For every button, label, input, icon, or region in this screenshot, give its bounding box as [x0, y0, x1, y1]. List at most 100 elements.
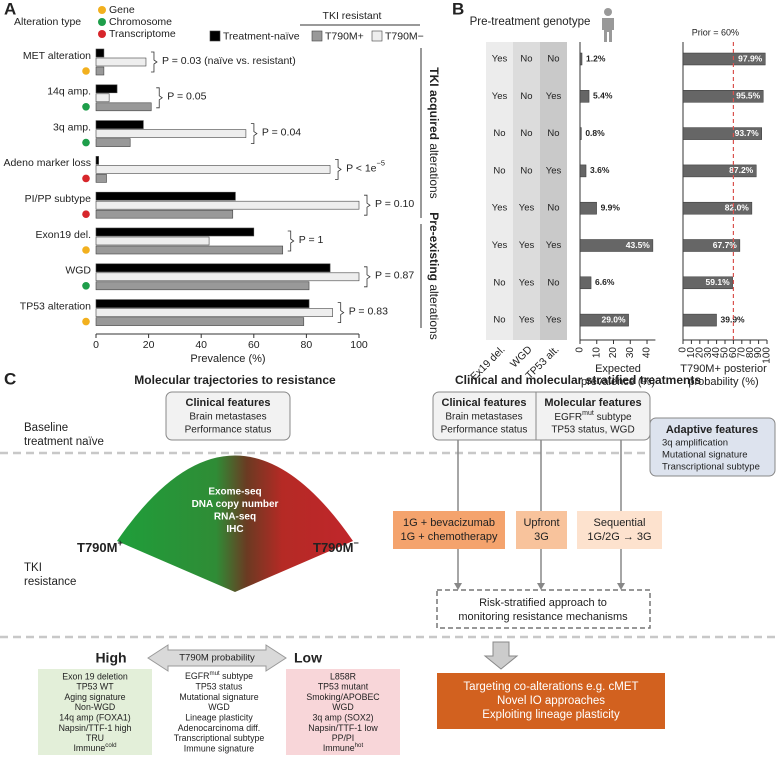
x-tick-label: 70 — [736, 347, 747, 359]
risk-box — [436, 589, 651, 629]
legend-title: Alteration type — [14, 16, 81, 28]
category-label: Exon19 del. — [36, 229, 91, 241]
feature-item: Smoking/APOBEC — [306, 692, 380, 702]
text-part: Immune — [323, 743, 355, 753]
box-item: Transcriptional subtype — [662, 462, 760, 473]
treatment-label: Sequential — [594, 517, 646, 529]
x-axis-label: T790M+ posterior probability (%) — [680, 363, 767, 388]
text-part: TKI acquired — [427, 67, 441, 140]
bar — [95, 299, 310, 308]
legend-label: Transcriptome — [109, 28, 176, 40]
feature-item: WGD — [332, 702, 354, 712]
bar — [95, 165, 331, 174]
x-tick-label: 90 — [753, 347, 764, 359]
text-part: Immune — [73, 743, 105, 753]
p-value: P = 0.10 — [375, 198, 414, 210]
feature-item: Adenocarcinoma diff. — [178, 723, 260, 733]
feature-box — [165, 391, 291, 441]
outcome-box — [437, 673, 665, 729]
value-label: 1.2% — [586, 53, 606, 63]
x-tick-label: 80 — [301, 339, 313, 351]
x-tick-label: 60 — [248, 339, 260, 351]
feature-item: Immunecold — [73, 742, 117, 753]
table-cell: Yes — [492, 240, 508, 251]
feature-item: TP53 mutant — [318, 682, 369, 692]
text-part: mut — [582, 410, 594, 417]
box-title: Clinical features — [186, 397, 271, 409]
bar — [579, 127, 582, 140]
feature-item: PP/PI — [332, 733, 355, 743]
table-cell: No — [520, 128, 532, 139]
fan-item: IHC — [226, 524, 243, 535]
probability-label: T790M probability — [179, 653, 255, 664]
bar — [95, 317, 305, 326]
bar — [95, 120, 144, 129]
legend-swatch — [209, 30, 221, 42]
treatment-label: Upfront — [523, 517, 559, 529]
bar — [95, 272, 360, 282]
text-part: EGFR — [185, 671, 209, 681]
bar — [579, 239, 654, 252]
reference-label: Prior = 60% — [692, 27, 739, 37]
value-label: 3.6% — [590, 165, 610, 175]
text-part: alterations — [427, 140, 441, 199]
feature-item: Immune signature — [184, 743, 255, 753]
table-cell: No — [547, 203, 559, 214]
text-part: T790M — [313, 540, 353, 555]
table-column — [486, 42, 513, 340]
text-part: mut — [209, 670, 220, 677]
icon — [602, 18, 614, 42]
bar — [95, 200, 360, 210]
box-title: Molecular features — [544, 397, 641, 409]
type-dot — [82, 282, 90, 290]
box-item: 3q amplification — [662, 438, 728, 449]
bar — [579, 313, 629, 327]
type-dot — [82, 246, 90, 254]
table-column — [540, 42, 567, 340]
category-label: TP53 alteration — [20, 300, 91, 312]
table-cell: Yes — [492, 54, 508, 65]
p-bracket — [287, 230, 295, 252]
x-tick-label: 40 — [711, 347, 722, 359]
text-part: alterations — [427, 281, 441, 340]
down-arrow — [483, 641, 519, 670]
panel-label: A — [4, 0, 16, 18]
table-cell: No — [520, 165, 532, 176]
bar — [95, 129, 247, 138]
value-label: 0.8% — [585, 128, 605, 138]
value-label: 6.6% — [595, 277, 615, 287]
category-label: WGD — [65, 265, 91, 277]
feature-item: 3q amp (SOX2) — [312, 713, 373, 723]
value-label: 9.9% — [601, 202, 621, 212]
bar — [95, 236, 210, 246]
p-bracket — [337, 302, 345, 323]
bar — [95, 93, 110, 103]
bar — [579, 276, 592, 290]
x-tick-label: 10 — [686, 347, 697, 359]
fan-item: Exome-seq — [208, 487, 261, 498]
x-tick-label: 20 — [694, 347, 705, 359]
text-part: −5 — [377, 159, 385, 168]
feature-item: L858R — [330, 671, 356, 681]
low-label: Low — [294, 650, 322, 666]
x-axis-label: Expected prevalence (%) — [581, 363, 655, 388]
treatment-box — [577, 511, 662, 549]
value-label: 59.1% — [706, 277, 731, 287]
x-axis-label: T790M+ posterior probability (%) — [680, 363, 767, 388]
trajectory-fan — [117, 455, 353, 592]
category-label: 14q amp. — [47, 86, 91, 98]
p-value: P = 0.87 — [375, 270, 414, 282]
x-tick-label: 0 — [93, 339, 99, 351]
p-bracket — [335, 159, 342, 180]
treatment-box — [516, 511, 567, 549]
bar — [682, 164, 757, 178]
value-label: 5.4% — [593, 91, 613, 101]
table-title: Pre-treatment genotype — [470, 16, 591, 28]
box-item: Brain metastases — [445, 412, 522, 423]
legend-swatch — [311, 30, 323, 42]
bar — [682, 276, 733, 290]
type-dot — [82, 67, 90, 75]
table-cell: Yes — [519, 277, 535, 288]
feature-item: Exon 19 deletion — [62, 671, 128, 681]
box-item: Mutational signature — [662, 450, 748, 461]
